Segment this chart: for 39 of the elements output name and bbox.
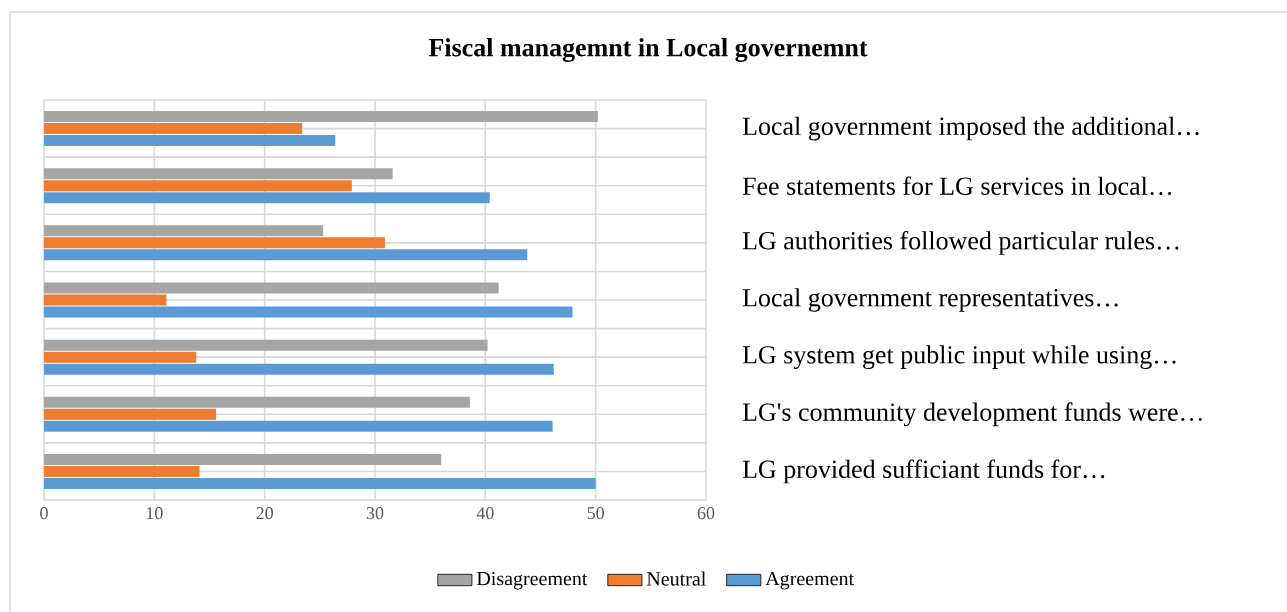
x-tick-label: 20: [256, 507, 273, 520]
y-tick-label: Local government representatives…: [742, 288, 1118, 312]
bar: [44, 420, 553, 432]
bar: [44, 453, 442, 465]
legend-label: Disagreement: [476, 571, 588, 590]
legend-label: Neutral: [646, 571, 706, 586]
bar: [44, 135, 336, 147]
bar: [44, 396, 470, 408]
legend-label: Agreement: [765, 571, 855, 590]
bar: [44, 408, 217, 420]
bar: [44, 237, 385, 249]
y-tick-label: Local government imposed the additional…: [742, 116, 1199, 141]
x-tick-label: 50: [587, 507, 604, 520]
bar: [44, 225, 324, 237]
x-tick-label: 40: [476, 507, 494, 520]
bar: [44, 180, 352, 192]
y-tick-label: LG provided sufficiant funds for…: [742, 459, 1105, 484]
bar: [44, 282, 499, 294]
bar: [44, 249, 528, 261]
bar: [44, 465, 200, 477]
y-tick-label: Fee statements for LG services in local…: [742, 176, 1172, 196]
bar: [44, 306, 573, 318]
bar: [44, 363, 554, 375]
y-tick-label: LG's community development funds were…: [742, 402, 1202, 427]
x-tick-label: 10: [146, 507, 163, 520]
bar: [44, 192, 490, 204]
bar: [44, 111, 598, 123]
bar: [44, 168, 393, 180]
bar: [44, 339, 488, 351]
y-tick-label: LG authorities followed particular rules…: [742, 230, 1179, 255]
x-tick-label: 30: [366, 507, 384, 520]
x-tick-label: 60: [697, 507, 715, 520]
bar: [44, 477, 596, 489]
x-tick-label: 0: [40, 507, 48, 520]
bar: [44, 294, 167, 306]
y-tick-label: LG system get public input while using…: [742, 345, 1176, 369]
bar: [44, 351, 197, 363]
chart-title: Fiscal managemnt in Local governemnt: [428, 38, 868, 62]
bar: [44, 123, 303, 135]
